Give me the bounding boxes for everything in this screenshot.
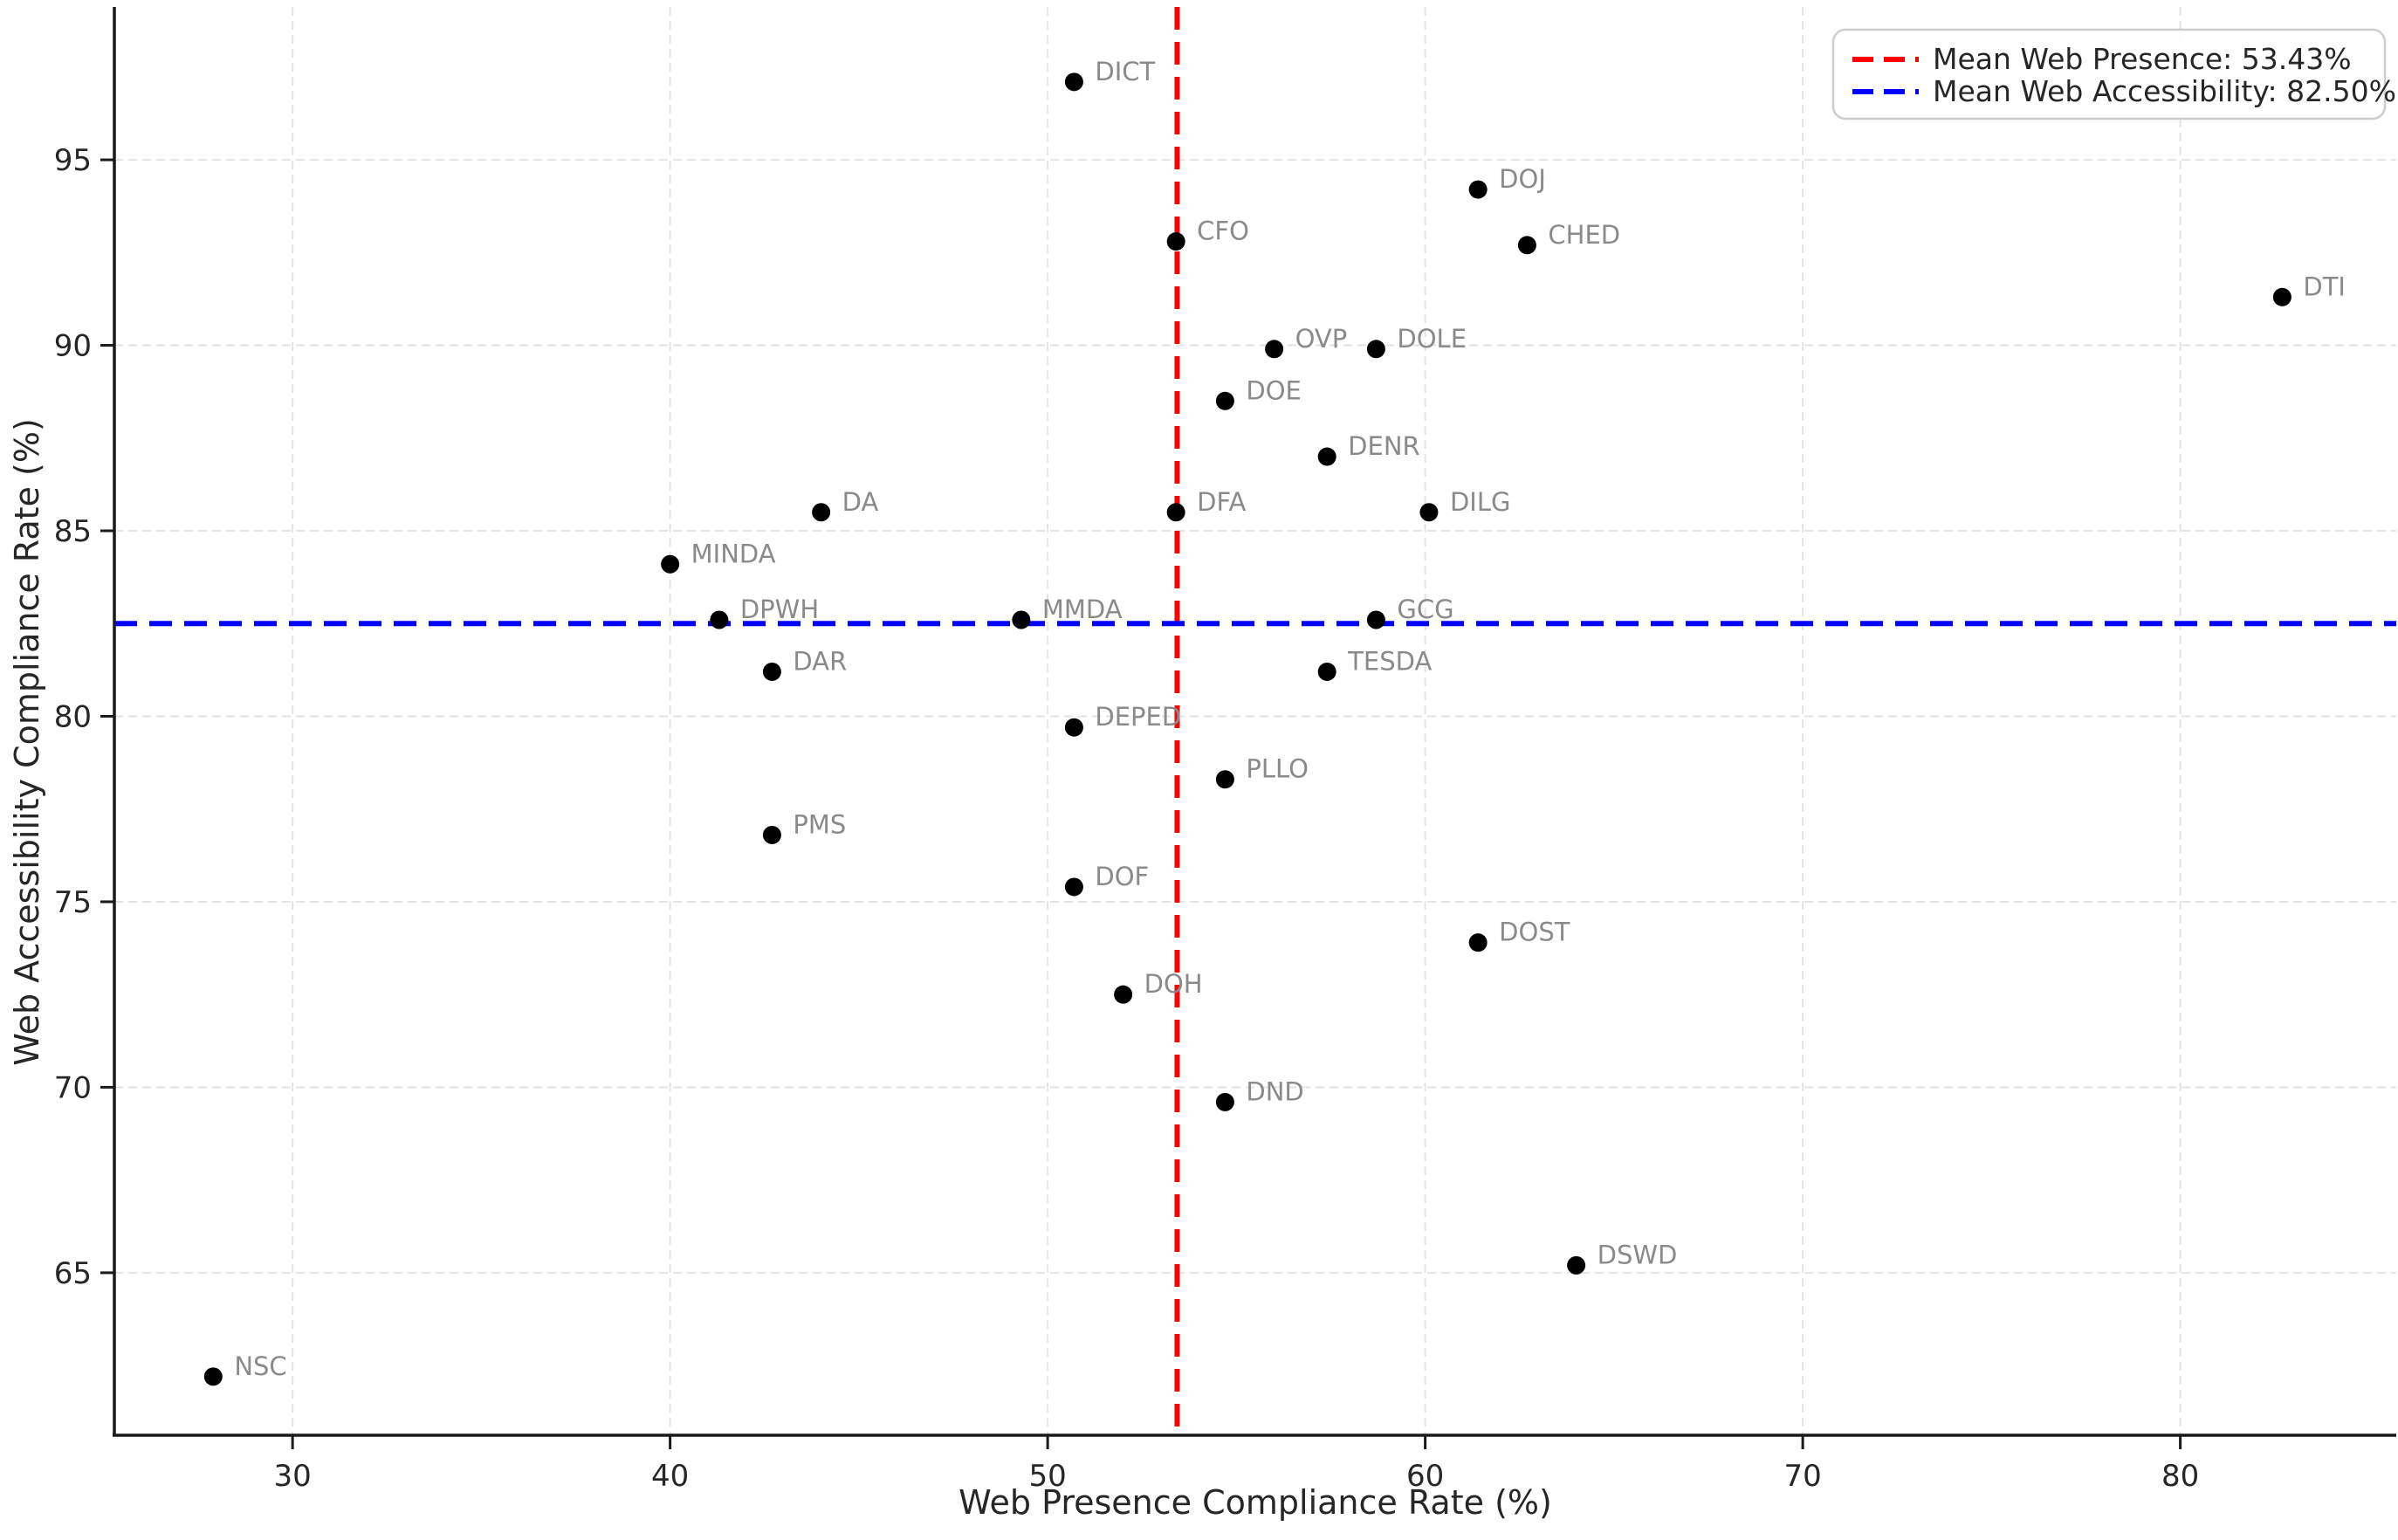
data-point-label: DOST (1499, 918, 1570, 947)
data-point (1114, 985, 1133, 1004)
data-point-label: TESDA (1347, 646, 1432, 676)
data-point-label: DPWH (740, 595, 819, 624)
y-tick-label: 85 (54, 514, 92, 549)
data-point-label: DFA (1197, 487, 1246, 517)
data-point-label: MMDA (1042, 595, 1123, 624)
axis-ticks (100, 158, 2182, 1449)
data-point-label: DOE (1246, 375, 1301, 405)
data-point-label: CHED (1548, 220, 1620, 250)
data-point (1215, 770, 1234, 789)
x-tick-label: 70 (1783, 1459, 1821, 1494)
data-point (1064, 877, 1083, 897)
data-point-label: PLLO (1246, 754, 1309, 784)
data-point (1064, 72, 1083, 92)
legend: Mean Web Presence: 53.43% Mean Web Acces… (1831, 28, 2396, 120)
data-point (1166, 232, 1185, 251)
data-point-label: OVP (1295, 324, 1348, 354)
data-point-label: DOH (1144, 969, 1203, 999)
data-point (2272, 287, 2291, 306)
y-tick-label: 75 (54, 885, 92, 920)
data-point (1517, 236, 1536, 255)
data-point (1419, 503, 1439, 522)
y-tick-label: 65 (54, 1256, 92, 1291)
data-point-label: CFO (1197, 217, 1249, 246)
data-point (762, 825, 781, 844)
x-tick-label: 50 (1028, 1459, 1066, 1494)
data-point (661, 554, 680, 574)
data-point-label: DEPED (1095, 702, 1181, 732)
x-tick-label: 40 (651, 1459, 689, 1494)
data-point (203, 1367, 223, 1386)
data-point-label: MINDA (691, 539, 776, 568)
y-axis-title: Web Accessibility Compliance Rate (%) (8, 418, 46, 1066)
data-point-label: DA (842, 487, 879, 517)
data-point (1468, 180, 1488, 199)
data-point-label: DAR (793, 646, 847, 676)
data-point (1166, 503, 1185, 522)
data-point-label: DOLE (1397, 324, 1467, 354)
data-point (1567, 1255, 1586, 1275)
data-point-label: DTI (2303, 272, 2346, 301)
y-tick-label: 70 (54, 1070, 92, 1105)
x-axis-title: Web Presence Compliance Rate (%) (959, 1483, 1552, 1522)
data-point (710, 610, 729, 629)
data-point (1265, 340, 1284, 359)
data-point-label: GCG (1397, 595, 1453, 624)
data-point-label: DOJ (1499, 164, 1546, 194)
data-point (1215, 391, 1234, 410)
data-point-label: DSWD (1598, 1240, 1678, 1269)
data-point (1215, 1092, 1234, 1111)
data-point (1317, 447, 1336, 466)
axis-tick-labels: 30 40 50 60 70 80 65 70 75 80 85 90 95 (54, 143, 2200, 1494)
mean-reference-lines (114, 7, 2396, 1435)
y-tick-label: 95 (54, 143, 92, 178)
x-tick-label: 80 (2161, 1459, 2199, 1494)
data-point-label: DICT (1095, 57, 1155, 86)
y-tick-label: 80 (54, 699, 92, 734)
data-points: DICT DOJ CFO CHED DTI OVP DOLE DOE DENR DA DFA DILG… (203, 57, 2346, 1386)
data-point (1366, 340, 1385, 359)
data-point (1366, 610, 1385, 629)
data-point-label: DOF (1095, 862, 1149, 891)
data-point-label: DND (1246, 1076, 1303, 1106)
data-point-label: NSC (234, 1351, 286, 1381)
legend-label-mean-presence: Mean Web Presence: 53.43% (1933, 42, 2352, 76)
data-point-label: DENR (1348, 431, 1420, 461)
data-point (1064, 718, 1083, 737)
data-point-label: PMS (793, 809, 846, 839)
data-point (1468, 933, 1488, 952)
data-point (1317, 662, 1336, 681)
x-tick-label: 30 (274, 1459, 312, 1494)
legend-label-mean-accessibility: Mean Web Accessibility: 82.50% (1933, 74, 2396, 108)
data-point-label: DILG (1450, 487, 1511, 517)
x-tick-label: 60 (1406, 1459, 1444, 1494)
data-point (762, 662, 781, 681)
data-point (812, 503, 831, 522)
y-tick-label: 90 (54, 329, 92, 364)
data-point (1012, 610, 1031, 629)
gridlines (114, 7, 2396, 1435)
legend-box (1831, 28, 2387, 120)
axis-spines (113, 7, 2396, 1437)
